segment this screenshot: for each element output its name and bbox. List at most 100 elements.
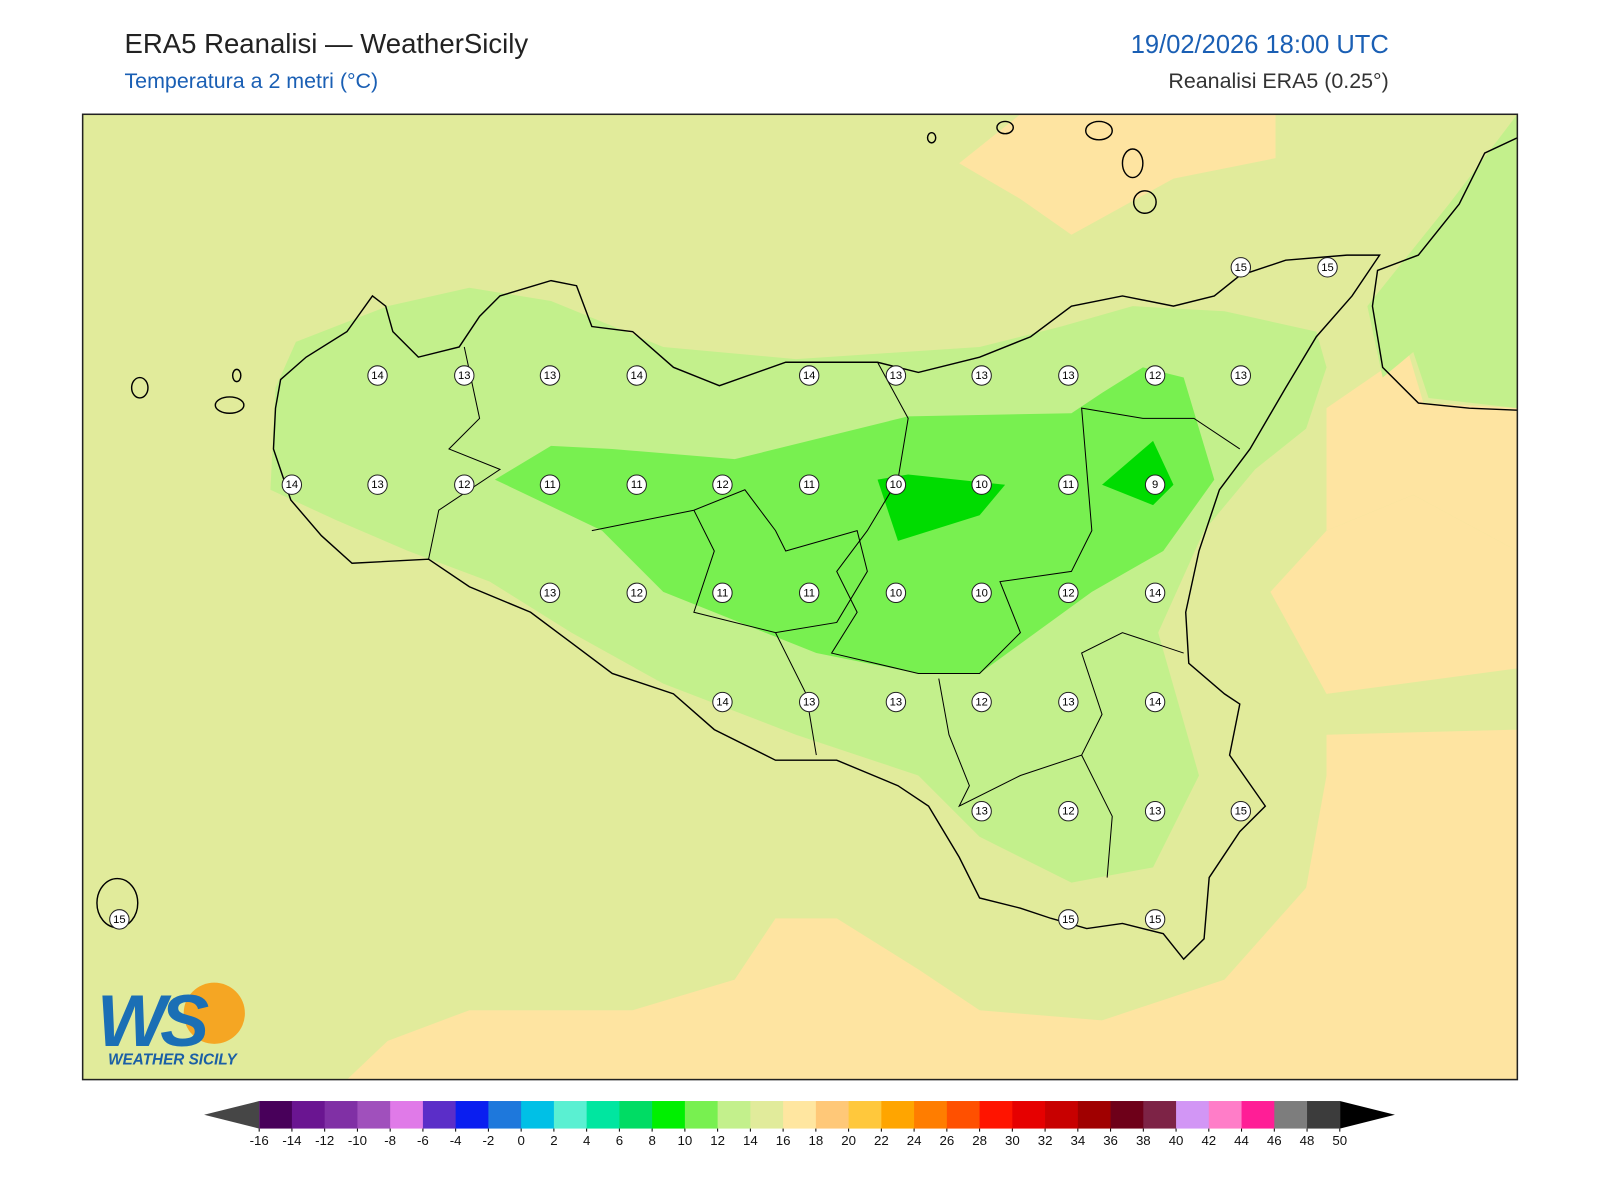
island	[130, 376, 149, 399]
calabria-coast	[1371, 137, 1518, 411]
colorbar-box	[390, 1101, 424, 1129]
map-frame	[81, 113, 1519, 1081]
colorbar-tick-label: 32	[1038, 1133, 1053, 1148]
colorbar-tick-label: 12	[710, 1133, 725, 1148]
station-marker	[885, 582, 907, 604]
station-marker	[281, 474, 303, 495]
station-marker	[712, 474, 733, 495]
field-12-14	[1367, 114, 1518, 409]
station-marker	[712, 691, 733, 713]
station: 9	[1144, 474, 1166, 495]
map: 15 15 14 13 13 14 14 13 13 13 12 13 14 13 12 11 11 12 11 10…	[82, 114, 1518, 1080]
colorbar-box	[455, 1101, 489, 1129]
colorbar-tick-label: -10	[348, 1133, 367, 1148]
station-marker	[1144, 801, 1166, 822]
station: 15	[1230, 801, 1252, 822]
station-marker	[454, 474, 475, 495]
station: 13	[885, 691, 907, 713]
station-marker	[798, 474, 820, 495]
colorbar-tick-label: 0	[517, 1133, 524, 1148]
colorbar-box	[1077, 1101, 1112, 1129]
station-marker	[971, 365, 992, 386]
station-marker	[885, 691, 907, 713]
station: 11	[798, 474, 820, 495]
colorbar-box	[259, 1101, 293, 1129]
station-value: 14	[716, 697, 728, 709]
colorbar-box	[1012, 1101, 1046, 1129]
field-16-18	[346, 494, 1518, 1080]
station: 13	[367, 474, 388, 495]
colorbar-tick-label: 18	[808, 1133, 823, 1148]
province-border	[591, 489, 868, 634]
colorbar-box	[291, 1101, 326, 1129]
station: 14	[626, 365, 647, 386]
station-marker	[626, 582, 647, 604]
station-value: 13	[1062, 370, 1074, 382]
station: 10	[885, 474, 907, 495]
station: 10	[885, 582, 907, 604]
station: 13	[885, 365, 907, 386]
station: 12	[626, 582, 647, 604]
colorbar-box	[652, 1101, 686, 1129]
station: 13	[1058, 365, 1079, 386]
station-value: 13	[803, 697, 815, 709]
colorbar-tick-label: -16	[250, 1133, 269, 1148]
colorbar-box	[946, 1101, 981, 1129]
station-marker	[1144, 365, 1166, 386]
island	[926, 131, 937, 144]
source: Reanalisi ERA5 (0.25°)	[1168, 69, 1388, 93]
station-marker	[1230, 365, 1252, 386]
colorbar-box	[750, 1101, 784, 1129]
sicily-coast	[272, 254, 1381, 961]
station: 15	[1230, 257, 1252, 278]
station-marker	[1058, 909, 1079, 930]
station: 12	[971, 691, 992, 713]
station-marker	[1058, 365, 1079, 386]
colorbar-tick-label: 42	[1201, 1133, 1216, 1148]
colorbar-box	[1307, 1101, 1341, 1129]
colorbar-tick-label: 16	[776, 1133, 791, 1148]
station-marker	[626, 474, 647, 495]
station-value: 11	[717, 587, 729, 599]
colorbar-tick-label: 46	[1267, 1133, 1282, 1148]
station-value: 13	[1062, 697, 1074, 709]
station: 12	[1058, 801, 1079, 822]
station: 15	[109, 909, 130, 930]
station-marker	[1058, 691, 1079, 713]
colorbar-box	[1045, 1101, 1079, 1129]
colorbar-tick-label: 14	[743, 1133, 758, 1148]
field-8-10	[877, 474, 1006, 541]
station: 14	[281, 474, 303, 495]
station: 15	[1317, 257, 1338, 278]
station-value: 15	[1235, 806, 1247, 818]
station-value: 12	[1149, 370, 1161, 382]
station: 11	[1058, 474, 1079, 495]
station-marker	[539, 474, 561, 495]
station-value: 14	[803, 370, 815, 382]
station-marker	[971, 691, 992, 713]
station: 14	[1144, 582, 1166, 604]
station-marker	[109, 909, 130, 930]
station-marker	[1058, 582, 1079, 604]
station-value: 15	[1321, 262, 1333, 274]
colorbar-tick-label: 36	[1103, 1133, 1118, 1148]
island	[231, 368, 242, 383]
colorbar-tick-label: -14	[282, 1133, 301, 1148]
station: 13	[539, 582, 561, 604]
colorbar-tick-label: 26	[939, 1133, 954, 1148]
logo: WS WEATHER SICILY	[97, 979, 245, 1068]
field-10-12	[494, 367, 1215, 674]
colorbar-box	[553, 1101, 588, 1129]
station-marker	[798, 582, 820, 604]
colorbar-tick-label: 50	[1332, 1133, 1347, 1148]
station: 12	[1058, 582, 1079, 604]
colorbar-box	[1241, 1101, 1275, 1129]
station: 12	[1144, 365, 1166, 386]
colorbar-tick-label: -4	[450, 1133, 462, 1148]
station-value: 11	[544, 479, 556, 491]
colorbar-tick-label: 2	[550, 1133, 557, 1148]
colorbar-box	[979, 1101, 1013, 1129]
subtitle: Temperatura a 2 metri (°C)	[124, 69, 378, 93]
